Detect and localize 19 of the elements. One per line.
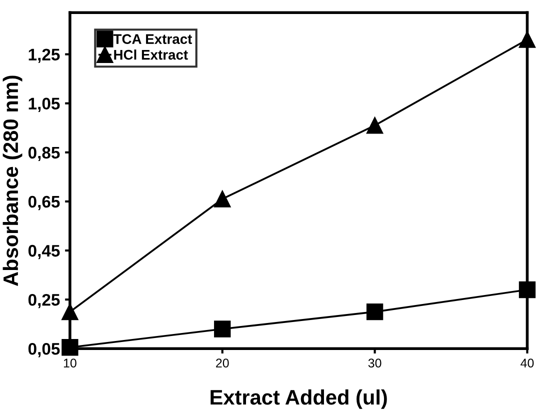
y-tick-label: 0,05 bbox=[28, 343, 60, 358]
y-axis-title: Absorbance (280 nm) bbox=[2, 76, 22, 286]
y-tick-label: 0,65 bbox=[28, 196, 60, 210]
y-tick-label: 1,25 bbox=[28, 48, 60, 63]
y-tick-label: 1,05 bbox=[28, 98, 60, 112]
x-tick-label: 20 bbox=[216, 358, 229, 368]
x-tick-label: 40 bbox=[520, 358, 534, 368]
x-tick-label: 10 bbox=[64, 358, 76, 368]
legend-label: HCl Extract bbox=[114, 50, 188, 60]
y-tick-label: 0,85 bbox=[28, 146, 60, 162]
point bbox=[214, 190, 231, 208]
x-axis-title: Extract Added (ul) bbox=[210, 389, 387, 409]
y-tick-label: 0,25 bbox=[28, 294, 60, 308]
legend-label: TCA Extract bbox=[113, 34, 192, 44]
point bbox=[366, 117, 384, 134]
point bbox=[366, 303, 384, 320]
point bbox=[214, 320, 231, 338]
x-tick-label: 30 bbox=[368, 358, 382, 368]
y-tick-label: 0,45 bbox=[28, 244, 60, 260]
